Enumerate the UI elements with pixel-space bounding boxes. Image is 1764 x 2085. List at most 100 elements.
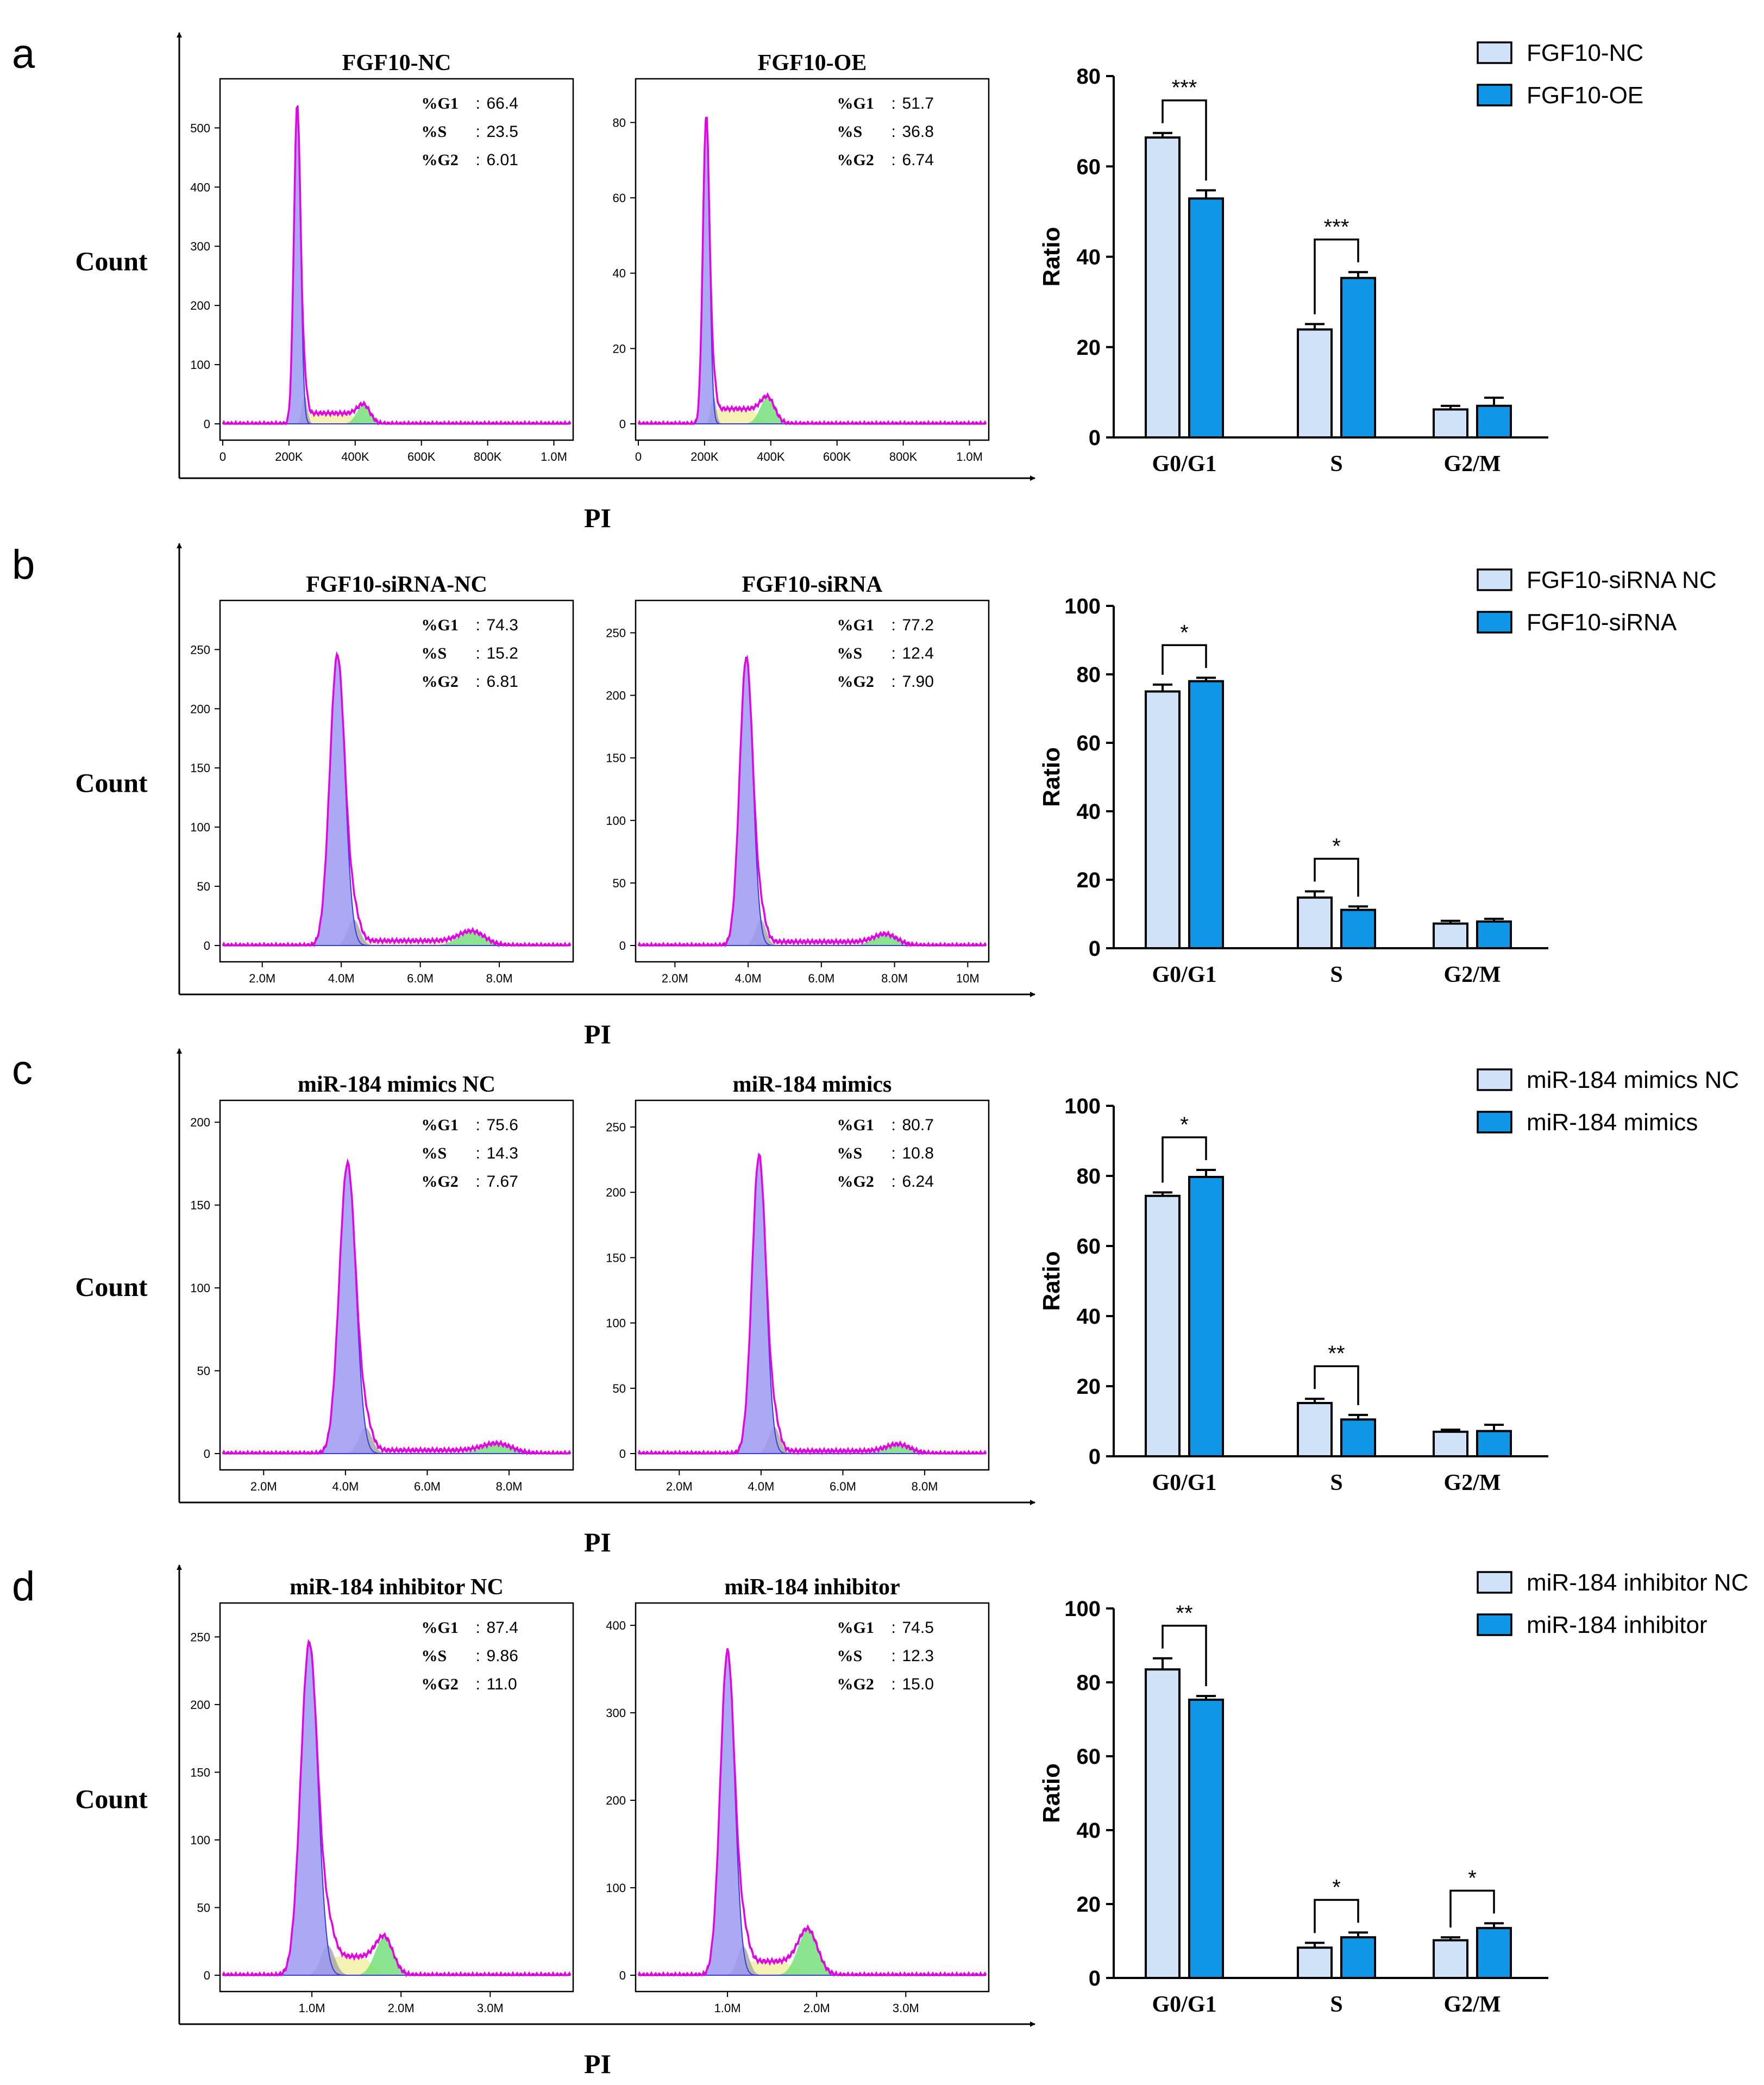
stat-colon: :	[892, 95, 896, 112]
data-trace-line	[637, 1648, 987, 1977]
x-tick-label: 4.0M	[332, 1480, 359, 1493]
significance-stars: *	[1180, 621, 1189, 644]
x-tick-label: 1.0M	[541, 450, 567, 464]
ratio-y-tick-label: 80	[1077, 65, 1101, 89]
ratio-y-tick-label: 40	[1077, 1819, 1101, 1843]
stat-label: %S	[837, 1647, 863, 1665]
stat-colon: :	[476, 1619, 480, 1637]
ratio-y-tick-label: 40	[1077, 1305, 1101, 1329]
x-tick-label: 8.0M	[912, 1480, 938, 1493]
y-tick-label: 150	[606, 752, 626, 765]
y-tick-label: 40	[613, 267, 626, 280]
y-tick-label: 50	[613, 876, 626, 890]
stat-label: %S	[422, 123, 447, 141]
y-tick-label: 60	[613, 191, 626, 205]
y-tick-label: 0	[204, 1447, 210, 1461]
category-label: G2/M	[1444, 1470, 1501, 1495]
significance-stars: **	[1176, 1601, 1192, 1625]
stat-colon: :	[476, 1144, 480, 1162]
bar-control	[1297, 896, 1333, 950]
panel-letter: d	[12, 1563, 35, 1610]
g2-phase-area	[223, 1443, 570, 1454]
stat-colon: :	[476, 644, 480, 662]
data-trace-line	[637, 1152, 987, 1456]
stat-label: %G1	[837, 1116, 874, 1134]
stat-value: 74.5	[902, 1619, 934, 1637]
panel-letter: a	[12, 31, 35, 77]
count-axis-label: Count	[75, 1272, 148, 1302]
histogram-a-1: FGF10-NC 0 100 200 300 400 500 0 200K 400K 600K 800…	[190, 51, 574, 464]
legend-swatch	[1477, 1571, 1512, 1594]
y-tick-label: 150	[190, 761, 210, 775]
g2-phase-area	[223, 1937, 570, 1975]
stat-label: %S	[837, 123, 863, 141]
significance-stars: ***	[1172, 76, 1197, 100]
x-tick-label: 400K	[757, 450, 785, 464]
category-label: S	[1330, 1470, 1342, 1495]
x-tick-label: 0	[635, 450, 642, 464]
stat-label: %G2	[422, 1675, 459, 1693]
histogram-title: miR-184 mimics	[733, 1072, 892, 1097]
significance-stars: ***	[1324, 215, 1349, 239]
s-phase-area	[638, 942, 986, 946]
panel-b: bCountPIFGF10-siRNA-NC0501001502002502.0…	[12, 542, 1717, 1049]
x-tick-label: 200K	[275, 450, 303, 464]
stat-colon: :	[476, 123, 480, 141]
data-trace-line	[222, 651, 572, 948]
y-tick-label: 400	[190, 180, 210, 194]
legend-swatch	[1477, 41, 1512, 64]
count-axis-label: Count	[75, 1784, 148, 1814]
significance-bracket	[1314, 1365, 1359, 1405]
x-tick-label: 3.0M	[893, 2001, 919, 2015]
x-tick-label: 1.0M	[956, 450, 983, 464]
stat-value: 51.7	[902, 95, 934, 112]
y-tick-label: 300	[606, 1706, 626, 1720]
legend-swatch	[1477, 1068, 1512, 1091]
legend-swatch	[1477, 84, 1512, 107]
stat-label: %S	[422, 1144, 447, 1162]
stat-label: %G1	[837, 1619, 874, 1637]
significance-bracket	[1314, 239, 1359, 315]
x-tick-label: 1.0M	[714, 2001, 741, 2015]
stat-value: 15.2	[487, 644, 518, 662]
ratio-y-tick-label: 60	[1077, 1745, 1101, 1769]
stat-label: %S	[837, 644, 863, 662]
ratio-y-tick-label: 100	[1064, 1094, 1101, 1118]
histogram-frame	[219, 1602, 574, 1993]
bar-chart-a: 0 20 40 60 80 Ratio G0/G1 S G2/M *** *** FGF10-NC FG…	[1038, 40, 1643, 477]
stat-colon: :	[476, 1173, 480, 1191]
stat-label: %G2	[837, 1173, 874, 1191]
x-tick-label: 4.0M	[748, 1480, 774, 1493]
significance-bracket	[1314, 1899, 1359, 1933]
category-label: G0/G1	[1152, 962, 1216, 987]
g2-phase-area	[638, 1930, 986, 1975]
ratio-y-tick-label: 20	[1077, 868, 1101, 892]
category-label: G0/G1	[1152, 1470, 1216, 1495]
significance-bracket	[1162, 644, 1207, 675]
histogram-frame	[635, 599, 990, 963]
y-tick-label: 0	[619, 1447, 626, 1461]
stat-value: 10.8	[902, 1144, 934, 1162]
stat-value: 7.67	[487, 1173, 518, 1191]
pi-axis-label: PI	[584, 1527, 611, 1557]
y-tick-label: 20	[613, 342, 626, 355]
histogram-title: miR-184 inhibitor NC	[290, 1575, 504, 1600]
significance-stars: *	[1332, 834, 1341, 858]
histogram-title: FGF10-siRNA	[742, 572, 883, 597]
x-tick-label: 200K	[690, 450, 719, 464]
ratio-y-tick-label: 60	[1077, 731, 1101, 755]
bar-control	[1433, 1939, 1468, 1979]
y-tick-label: 150	[190, 1765, 210, 1779]
category-label: G2/M	[1444, 1992, 1501, 2017]
x-tick-label: 2.0M	[803, 2001, 830, 2015]
histogram-title: miR-184 mimics NC	[298, 1072, 495, 1097]
stat-label: %G1	[837, 95, 874, 112]
y-tick-label: 50	[197, 1364, 210, 1378]
legend-label: miR-184 mimics NC	[1527, 1067, 1739, 1093]
g2-phase-area	[638, 934, 986, 946]
stat-value: 15.0	[902, 1675, 934, 1693]
pi-axis-label: PI	[584, 1019, 611, 1049]
stat-label: %G2	[422, 151, 459, 169]
